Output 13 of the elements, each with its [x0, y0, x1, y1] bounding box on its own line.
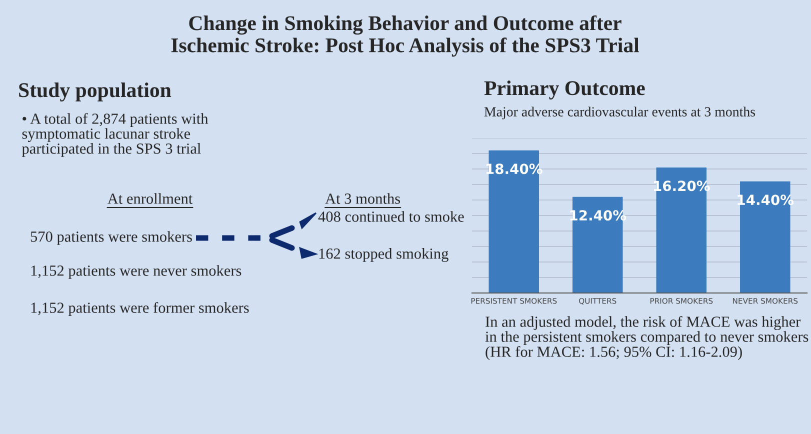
text: 408 continued to smoke	[318, 211, 464, 222]
text: In an adjusted model, the risk of MACE was higher in the persistent smokers compared to never smokers (HR for MACE: 1.56; 95% CI: 1.16-2.09)	[485, 316, 808, 360]
text: • A total of 2,874 patients with symptomatic lacunar stroke participated in the SPS 3 trial	[22, 113, 208, 157]
text: 570 patients were smokers	[30, 231, 192, 245]
text: Change in Smoking Behavior and Outcome after Ischemic Stroke: Post Hoc Analysis of the SPS3 Trial	[171, 15, 640, 57]
text: 162 stopped smoking	[319, 248, 448, 262]
chart-subtitle: Major adverse cardiovascular events at 3 months	[484, 106, 756, 120]
text: At enrollment	[108, 193, 193, 204]
text: Study population	[19, 82, 172, 102]
text: 1,152 patients were former smokers	[31, 302, 249, 316]
chart-title: Primary Outcome	[484, 80, 645, 100]
text: 1,152 patients were never smokers	[31, 265, 242, 279]
text: At 3 months	[325, 193, 400, 204]
